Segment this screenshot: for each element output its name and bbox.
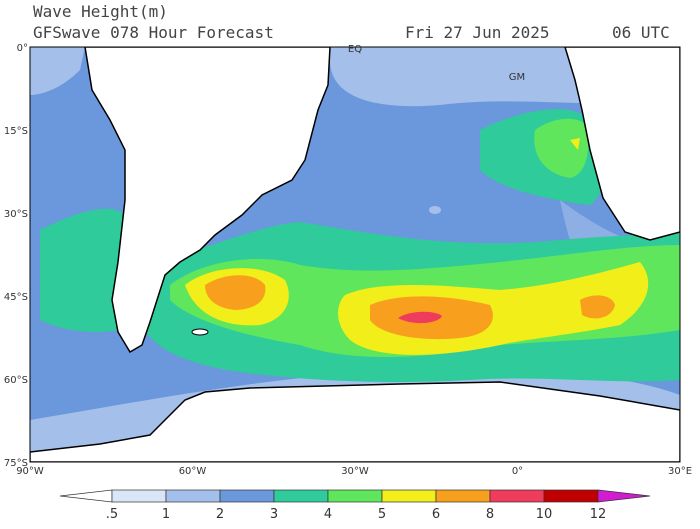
- colorbar-label: 12: [590, 507, 607, 522]
- colorbar-label: 2: [216, 507, 224, 522]
- colorbar-label: 4: [324, 507, 332, 522]
- subtitle: GFSwave 078 Hour Forecast: [33, 23, 274, 42]
- date: Fri 27 Jun 2025: [405, 23, 550, 42]
- colorbar-label: .5: [106, 507, 118, 522]
- lat-label: 15°S: [4, 126, 28, 137]
- marker-label: EQ: [348, 44, 362, 55]
- lon-label: 60°W: [179, 466, 207, 477]
- colorbar-label: 5: [378, 507, 386, 522]
- lat-label: 75°S: [4, 458, 28, 469]
- colorbar: .5 1 2 3 4 5 6 8 10 12: [59, 489, 651, 522]
- colorbar-label: 6: [432, 507, 440, 522]
- time: 06 UTC: [612, 23, 670, 42]
- colorbar-label: 1: [162, 507, 170, 522]
- lat-label: 60°S: [4, 375, 28, 386]
- title: Wave Height(m): [33, 2, 168, 21]
- lat-label: 30°S: [4, 209, 28, 220]
- marker-label: GM: [509, 72, 525, 83]
- lon-label: 90°W: [16, 466, 44, 477]
- colorbar-label: 10: [536, 507, 553, 522]
- lon-label: 0°: [512, 466, 523, 477]
- lat-label: 0°: [17, 43, 28, 54]
- colorbar-label: 3: [270, 507, 278, 522]
- lon-label: 30°W: [341, 466, 369, 477]
- lon-label: 30°E: [668, 466, 692, 477]
- axes: 0° 15°S 30°S 45°S 60°S 75°S90°W 60°W 30°W 0° 30°E: [4, 43, 692, 477]
- map: EQ GM: [29, 44, 681, 463]
- lat-label: 45°S: [4, 292, 28, 303]
- colorbar-label: 8: [486, 507, 494, 522]
